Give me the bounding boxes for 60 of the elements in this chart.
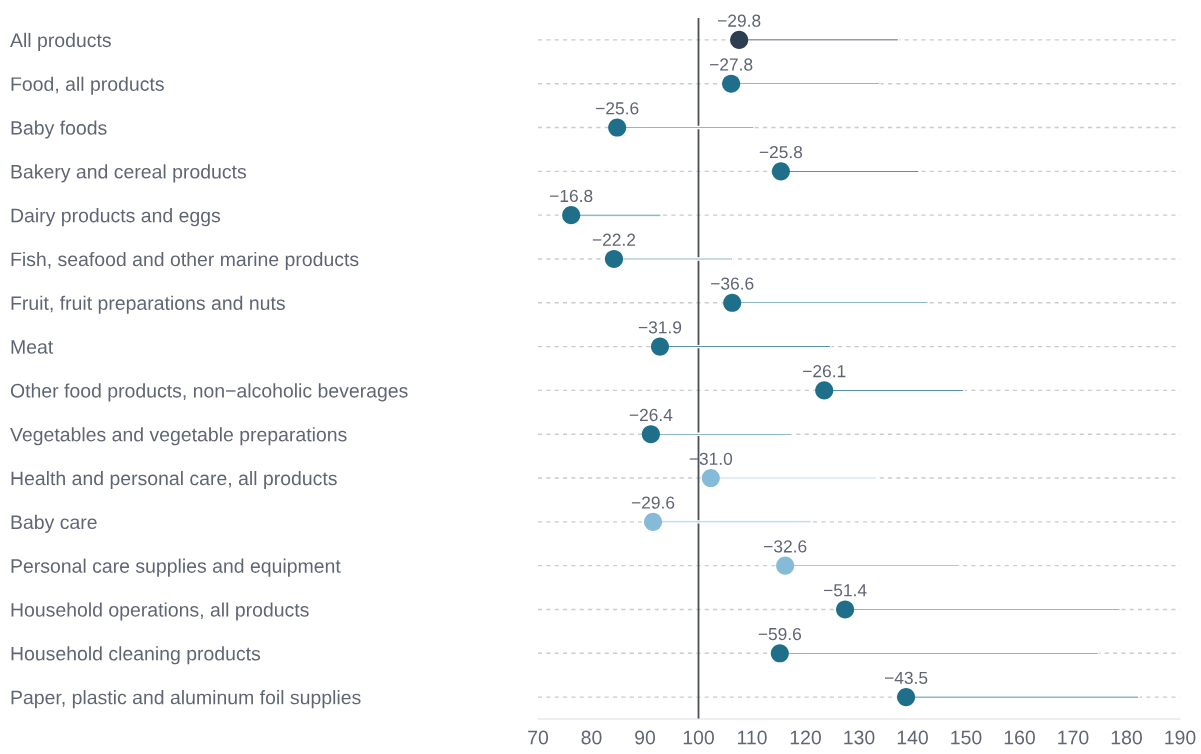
annotation: −29.6 (631, 496, 675, 509)
annotation: −25.6 (596, 102, 639, 115)
y-tick-label: Paper, plastic and aluminum foil supplies (11, 690, 361, 709)
annotation: −25.8 (759, 145, 803, 159)
x-tick-label: 100 (683, 730, 714, 745)
point (815, 381, 834, 400)
y-tick-label: Baby foods (11, 120, 107, 139)
point (608, 118, 627, 137)
x-tick-label: 120 (790, 730, 821, 745)
annotation: −27.8 (710, 58, 753, 71)
annotation: −59.6 (758, 627, 802, 641)
x-tick-label: 170 (1058, 730, 1089, 745)
y-tick-label: Fish, seafood and other marine products (11, 251, 359, 271)
annotation: −31.9 (638, 321, 682, 334)
point (722, 74, 741, 93)
x-tick-label: 150 (951, 730, 982, 745)
point (643, 512, 663, 531)
y-tick-label: Health and personal care, all products (11, 470, 337, 490)
point (771, 162, 790, 181)
x-tick-label: 90 (635, 730, 656, 745)
x-tick-label: 110 (737, 730, 767, 745)
annotation: −29.8 (718, 14, 761, 27)
point (641, 425, 660, 444)
x-tick-label: 140 (897, 730, 928, 745)
y-tick-label: Dairy products and eggs (11, 208, 221, 227)
point (562, 206, 581, 225)
annotation: −32.6 (764, 540, 807, 553)
y-tick-label: Household cleaning products (11, 646, 261, 665)
point (770, 644, 789, 663)
y-tick-label: Other food products, non−alcoholic beverages (10, 383, 408, 402)
point (776, 556, 795, 575)
x-tick-label: 80 (581, 730, 602, 745)
y-tick-label: Vegetables and vegetable preparations (10, 427, 347, 446)
annotation: −22.2 (592, 233, 636, 246)
x-tick-label: 130 (844, 730, 875, 745)
annotation: −51.4 (823, 584, 867, 597)
point (604, 249, 624, 269)
x-tick-label: 180 (1111, 730, 1142, 745)
annotation: −16.8 (550, 189, 593, 203)
point (897, 688, 916, 707)
point (730, 30, 749, 49)
y-tick-label: Meat (11, 340, 54, 354)
y-tick-label: Household operations, all products (11, 602, 309, 621)
y-tick-label: Personal care supplies and equipment (11, 558, 341, 577)
y-tick-label: All products (10, 32, 111, 51)
point (836, 600, 855, 619)
x-tick-label: 190 (1165, 730, 1196, 745)
annotation: −43.5 (884, 671, 928, 685)
point (723, 293, 742, 312)
point (650, 337, 670, 356)
x-tick-label: 70 (528, 730, 549, 745)
point (701, 468, 720, 488)
annotation: −26.4 (629, 408, 673, 422)
y-tick-label: Food, all products (11, 76, 164, 95)
y-tick-label: Baby care (11, 514, 97, 533)
x-tick-label: 160 (1004, 730, 1035, 745)
annotation: −26.1 (803, 365, 846, 378)
y-tick-label: Bakery and cereal products (11, 164, 246, 183)
annotation: −36.6 (711, 277, 754, 290)
y-tick-label: Fruit, fruit preparations and nuts (11, 295, 285, 314)
